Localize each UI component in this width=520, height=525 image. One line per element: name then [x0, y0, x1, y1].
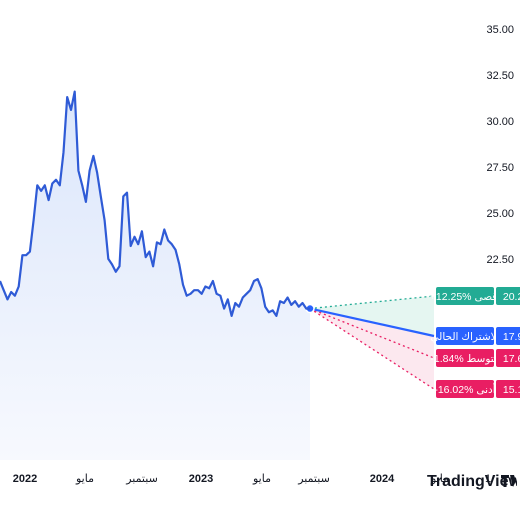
x-axis: 2022 مايو سبتمبر 2023 مايو سبتمبر 2024 مايو 1 [13, 473, 491, 485]
y-tick-label: 35.00 [486, 24, 514, 36]
current-price-line [309, 307, 435, 338]
price-area-layer [0, 91, 310, 460]
y-tick-label: 32.50 [486, 70, 514, 82]
forecast-tag-high-value-box [496, 287, 520, 305]
forecast-tag-average-label-box [436, 349, 494, 367]
forecast-tag-low: -16.02% أدنى 15.10 [434, 380, 520, 398]
y-axis: 35.00 32.50 30.00 27.50 25.00 22.50 [486, 24, 514, 266]
logo-wordmark: TradingView [427, 473, 517, 490]
price-line [0, 90, 310, 317]
x-tick-label: 2022 [13, 473, 37, 485]
x-tick-label: مايو [252, 473, 271, 485]
forecast-tag-current-label-box [436, 327, 494, 345]
forecast-tag-low-value-box [496, 380, 520, 398]
price-area-fill [0, 91, 310, 460]
x-tick-label: مايو [75, 473, 94, 485]
x-tick-label: 2024 [370, 473, 395, 485]
x-tick-label: 2023 [189, 473, 213, 485]
forecast-tag-low-label-box [436, 380, 494, 398]
forecast-tag-average-value-box [496, 349, 520, 367]
y-tick-label: 25.00 [486, 208, 514, 220]
forecast-fan-layer [305, 295, 435, 390]
forecast-tag-average: -1.84% متوسط 17.64 [430, 349, 520, 367]
x-tick-label: 1 [485, 473, 491, 485]
y-tick-label: 27.50 [486, 162, 514, 174]
y-tick-label: 22.50 [486, 254, 514, 266]
forecast-tag-low-label: -16.02% أدنى [434, 382, 495, 396]
forecast-tag-high-value: 20.20 [503, 291, 520, 303]
forecast-tag-current-value-box [496, 327, 520, 345]
x-tick-label: مايو [430, 473, 449, 485]
forecast-average-line [309, 307, 435, 359]
forecast-high-line [309, 295, 435, 310]
forecast-tag-current: الاشتراك الحالي 17.98 [430, 327, 520, 345]
x-tick-label: سبتمبر [125, 473, 158, 485]
price-line-layer [0, 90, 310, 317]
forecast-tag-average-value: 17.64 [503, 353, 520, 365]
x-tick-label: سبتمبر [297, 473, 330, 485]
forecast-tag-low-value: 15.10 [503, 384, 520, 396]
forecast-tag-current-value: 17.98 [503, 331, 520, 343]
y-tick-label: 30.00 [486, 116, 514, 128]
forecast-tag-high-label-box [436, 287, 494, 305]
tv-mark-icon [501, 475, 516, 487]
forecast-tag-current-label: الاشتراك الحالي [430, 331, 499, 343]
tradingview-logo: TradingView [427, 470, 520, 492]
forecast-tag-average-label: -1.84% متوسط [430, 353, 499, 365]
forecast-tag-high-label: +12.25% أقصى [430, 289, 501, 303]
